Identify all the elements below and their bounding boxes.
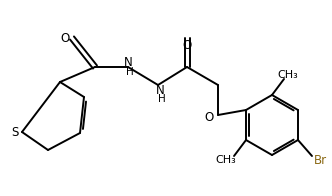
- Text: CH₃: CH₃: [216, 155, 236, 165]
- Text: N: N: [124, 55, 132, 68]
- Text: O: O: [182, 38, 192, 52]
- Text: CH₃: CH₃: [278, 70, 298, 80]
- Text: O: O: [60, 32, 70, 44]
- Text: S: S: [11, 125, 19, 139]
- Text: N: N: [156, 83, 164, 96]
- Text: H: H: [126, 67, 134, 77]
- Text: O: O: [205, 111, 213, 123]
- Text: Br: Br: [313, 153, 327, 166]
- Text: H: H: [158, 94, 166, 104]
